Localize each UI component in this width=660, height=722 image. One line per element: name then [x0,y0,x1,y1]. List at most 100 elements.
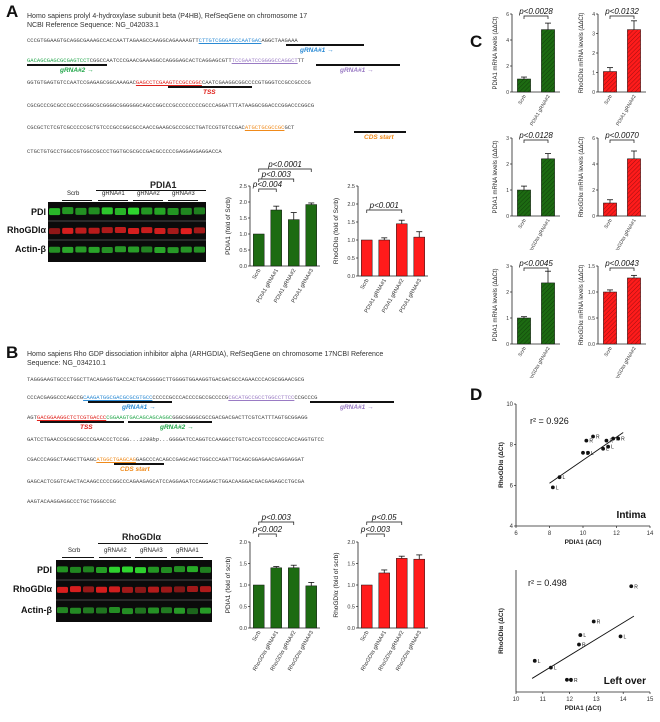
y-tick-label: 2 [592,51,595,57]
y-tick-label: 6 [510,483,514,489]
b-tss-sequence: GACGGAAGGCTCTCGTGACCC [36,414,107,421]
data-point [532,658,537,663]
bar [396,558,408,629]
point-label: L [583,633,586,639]
x-tick-label: Scrb [517,218,527,230]
data-point [557,475,562,480]
blot-band [57,607,68,614]
b-grna1-reverse-label: gRNA#1 → [340,404,374,411]
x-tick-label: 11 [540,697,547,703]
point-label: R [597,620,601,626]
blot-a-row-actin: Actin-β [15,244,46,254]
blot-band [75,246,87,253]
grna1-reverse-label: gRNA#1 → [340,67,374,74]
chart-a-rhogdi-fold: 0.0 0.5 1.0 1.5 2.0 2.5 RhoGDIα (fold of Scrb)… [333,184,428,314]
significance-bracket [258,168,312,172]
bar [517,78,531,93]
x-tick-label: RhoGDIα gRNA#2 [526,346,552,378]
bar [627,277,641,345]
blot-b-lane-grna2: gRNA#2 [104,548,127,554]
x-axis-label: PDIA1 (ΔCt) [565,539,602,546]
y-tick-label: 4 [510,524,514,530]
y-tick-label: 1 [506,316,509,322]
bar [378,239,390,277]
tss-label: TSS [203,89,216,96]
blot-a-image [48,202,206,262]
bar [288,219,300,267]
p-value-label: p<0.003 [261,170,292,179]
blot-b-lane-bar-4 [171,557,203,558]
p-value-label: p<0.001 [369,201,399,210]
y-tick-label: 0.5 [239,248,247,254]
blot-band [193,207,205,215]
y-axis-label: RhoGDIα (ΔCt) [498,608,505,654]
y-tick-label: 2 [506,290,509,296]
y-tick-label: 0.0 [239,264,247,270]
data-point [606,444,611,449]
blot-a-lane-bar-3 [133,200,163,201]
tss-sequence: GAGCCTCGAAGTCCGCCGGC [135,79,202,86]
b-grna1-label: gRNA#1 → [122,404,156,411]
blot-band [193,227,205,234]
bar [541,282,555,345]
panel-label-b: B [6,343,19,362]
x-tick-label: 15 [647,697,654,703]
significance-bracket [609,267,635,271]
x-tick-label: 14 [620,697,627,703]
blot-band [83,566,94,573]
y-tick-label: 0.0 [588,342,595,348]
x-tick-label: 12 [566,697,573,703]
blot-b-lane-bar-1 [62,557,94,558]
blot-band [174,607,185,614]
blot-band [174,566,185,573]
blot-a-lane-grna3: gRNA#3 [172,191,195,197]
p-value-label: p<0.05 [371,513,397,522]
blot-band [101,247,113,254]
y-axis-label: RhoGDIα (ΔCt) [498,442,505,488]
y-tick-label: 2.5 [239,184,247,190]
blot-band [70,586,81,593]
y-axis-label: PDIA1 mRNA levels (ΔΔCt) [493,140,499,213]
blot-band [187,586,198,593]
y-tick-label: 4 [592,12,595,18]
y-axis-label: PDIA1 mRNA levels (ΔΔCt) [493,268,499,341]
blot-band [187,566,198,573]
blot-band [96,607,107,614]
blot-b-row-rhogdi: RhoGDIα [12,584,52,594]
grna2-label: gRNA#2 → [60,67,94,74]
data-point [548,665,553,670]
bar [361,239,373,277]
blot-band [148,566,159,573]
point-label: R [574,678,578,684]
p-value-label: p<0.0045 [518,259,553,268]
chart-c-2: 0 1 2 3 4 RhoGDIα mRNA levels (ΔΔCt) Scrb PDIA1… [579,7,646,126]
b-grna2-label: gRNA#2 → [160,424,194,431]
blot-band [161,586,172,593]
r-squared-label: r² = 0.926 [530,416,569,426]
blot-a-lane-grna2: gRNA#2 [137,191,160,197]
x-axis-label: PDIA1 (ΔCt) [565,705,602,712]
p-value-label: p<0.0132 [604,7,639,16]
blot-band [101,207,113,215]
x-tick-label: RhoGDIα gRNA#2 [612,346,638,378]
bar [541,158,555,217]
blot-b-lane-bar-2 [99,557,131,558]
tss-bar [168,86,252,88]
data-point [591,619,596,624]
blot-a-lane-bar-1 [62,200,92,201]
blot-a-bands [48,207,206,254]
blot-band [88,227,100,234]
data-point [591,434,595,439]
blot-band [141,246,153,253]
b-cds-label: CDS start [120,466,150,473]
y-axis-label: RhoGDIα mRNA levels (ΔΔCt) [579,13,585,94]
y-tick-label: 0 [592,90,595,96]
x-tick-label: Scrb [517,94,527,106]
p-value-label: p<0.002 [252,525,283,534]
significance-bracket [258,188,277,192]
blot-band [154,207,166,215]
blot-b-lane-grna1: gRNA#1 [176,548,199,554]
y-tick-label: 1.0 [239,232,247,238]
bar [305,204,317,267]
